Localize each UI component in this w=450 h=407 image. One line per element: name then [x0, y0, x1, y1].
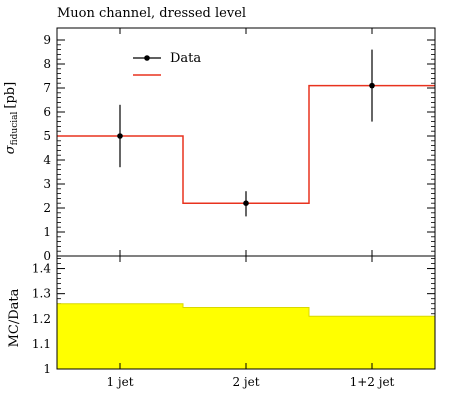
main-ytick-label: 3: [43, 177, 51, 191]
x-category-label: 1+2 jet: [350, 375, 395, 389]
ratio-ylabel: MC/Data: [7, 288, 22, 347]
data-point: [117, 133, 123, 139]
ratio-ytick-label: 1.2: [32, 312, 51, 326]
main-ytick-label: 2: [43, 201, 51, 215]
legend: Data: [133, 51, 201, 76]
ratio-band-bin: [183, 307, 309, 369]
ylabel-subscript: fiducial: [10, 111, 20, 145]
main-ytick-label: 9: [43, 33, 51, 47]
ratio-ytick-label: 1: [43, 362, 51, 376]
main-ytick-label: 4: [43, 153, 51, 167]
legend-data-marker: [144, 55, 150, 61]
main-ytick-label: 8: [43, 57, 51, 71]
ratio-frame: [56, 255, 436, 370]
ylabel-symbol: σ: [3, 144, 18, 154]
main-frame: [56, 27, 436, 257]
x-category-label: 2 jet: [232, 375, 259, 389]
data-point: [243, 200, 249, 206]
ratio-band-bin: [309, 316, 435, 369]
main-ytick-label: 0: [43, 249, 51, 263]
x-category-label: 1 jet: [106, 375, 133, 389]
chart-title: Muon channel, dressed level: [57, 6, 246, 21]
main-ytick-label: 6: [43, 105, 51, 119]
svg-text:MC/Data: MC/Data: [7, 288, 22, 347]
legend-data-label: Data: [170, 51, 201, 66]
main-ytick-label: 5: [43, 129, 51, 143]
ratio-band-bin: [57, 303, 183, 369]
main-ytick-label: 7: [43, 81, 51, 95]
data-point: [369, 82, 375, 89]
ratio-band-edge: [57, 303, 435, 317]
main-ytick-label: 1: [43, 225, 51, 239]
ratio-ytick-label: 1.4: [32, 262, 51, 276]
ratio-ytick-label: 1.1: [32, 337, 51, 351]
main-ylabel: σfiducial [pb]: [3, 82, 20, 154]
ylabel-unit: [pb]: [3, 82, 18, 109]
svg-text:σfiducial[pb]: σfiducial [pb]: [3, 82, 20, 154]
ratio-ytick-label: 1.3: [32, 287, 51, 301]
mc-step-line: [57, 84, 435, 204]
